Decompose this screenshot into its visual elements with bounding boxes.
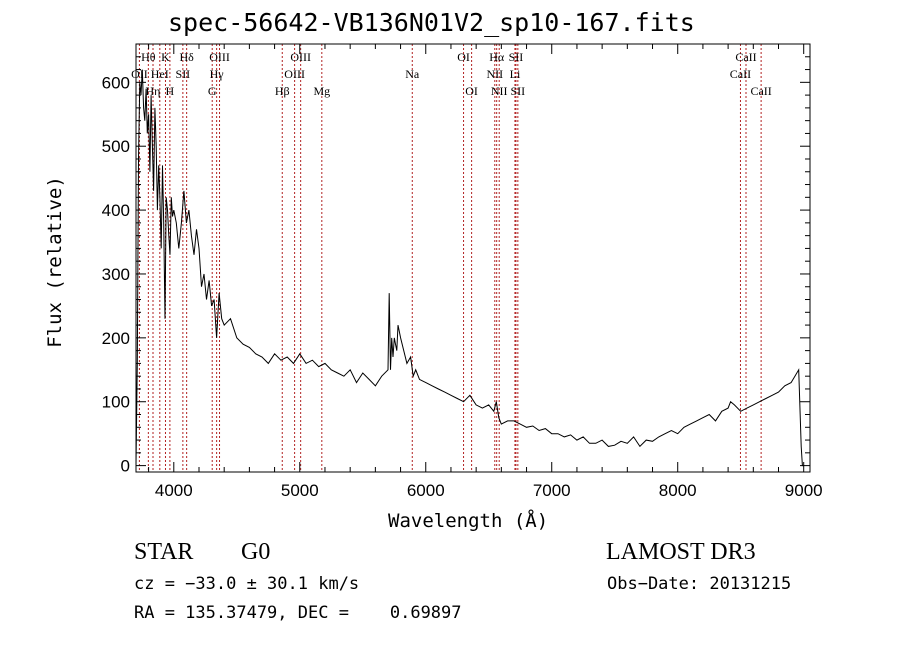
marker-label-12: OIII (290, 50, 311, 64)
x-tick-label-2: 6000 (407, 481, 445, 500)
survey-name: LAMOST DR3 (606, 539, 756, 565)
marker-label-15: Na (405, 67, 420, 81)
y-tick-label-6: 600 (102, 73, 130, 92)
marker-label-21: SII (509, 50, 524, 64)
x-tick-label-0: 4000 (155, 481, 193, 500)
marker-label-18: Hα (489, 50, 505, 64)
cz-value: cz = −33.0 ± 30.1 km/s (134, 574, 360, 594)
y-tick-label-2: 200 (102, 329, 130, 348)
line-markers (138, 44, 762, 472)
object-class: STAR (134, 539, 194, 565)
marker-label-10: G (208, 84, 217, 98)
marker-label-24: CaII (735, 50, 756, 64)
obs-date: Obs−Date: 20131215 (607, 574, 792, 594)
marker-label-26: CaII (750, 84, 771, 98)
y-tick-label-0: 0 (121, 457, 130, 476)
marker-label-2: Hη (146, 84, 161, 98)
marker-label-23: SII (511, 84, 526, 98)
marker-label-4: HeI (151, 67, 169, 81)
marker-label-0: Hθ (141, 50, 156, 64)
y-tick-label-4: 400 (102, 201, 130, 220)
marker-label-22: Li (510, 67, 521, 81)
marker-label-14: Mg (313, 84, 330, 98)
spectral-subclass: G0 (241, 539, 271, 565)
marker-label-19: NII (486, 67, 503, 81)
marker-label-5: H (166, 84, 175, 98)
marker-label-3: K (161, 50, 170, 64)
marker-label-11: Hβ (275, 84, 290, 98)
x-tick-label-4: 8000 (659, 481, 697, 500)
marker-label-9: Hγ (210, 67, 225, 81)
y-axis-label: Flux (relative) (44, 176, 66, 348)
marker-label-20: NII (491, 84, 508, 98)
x-tick-label-3: 7000 (533, 481, 571, 500)
marker-label-17: OI (465, 84, 478, 98)
marker-label-1: OII (131, 67, 148, 81)
spectrum-line (135, 69, 804, 467)
y-tick-label-1: 100 (102, 393, 130, 412)
marker-label-13: OIII (284, 67, 305, 81)
y-tick-label-3: 300 (102, 265, 130, 284)
marker-label-25: CaII (730, 67, 751, 81)
plot-frame (135, 43, 811, 473)
ra-dec: RA = 135.37479, DEC = 0.69897 (134, 603, 462, 623)
axis-ticks: 4000 5000 6000 7000 8000 9000 0 100 200 300 400 500… (102, 44, 823, 500)
x-tick-label-1: 5000 (281, 481, 319, 500)
marker-label-16: OI (457, 50, 470, 64)
chart-title: spec-56642-VB136N01V2_sp10-167.fits (168, 8, 695, 37)
y-tick-label-5: 500 (102, 137, 130, 156)
marker-label-7: SII (176, 67, 191, 81)
x-axis-label: Wavelength (Å) (388, 510, 549, 532)
line-marker-labels: Hθ OII Hη K HeI H Hδ SII OIII Hγ G Hβ OIII OIII Mg Na OI… (131, 50, 772, 98)
marker-label-6: Hδ (179, 50, 194, 64)
marker-label-8: OIII (209, 50, 230, 64)
x-tick-label-5: 9000 (785, 481, 823, 500)
